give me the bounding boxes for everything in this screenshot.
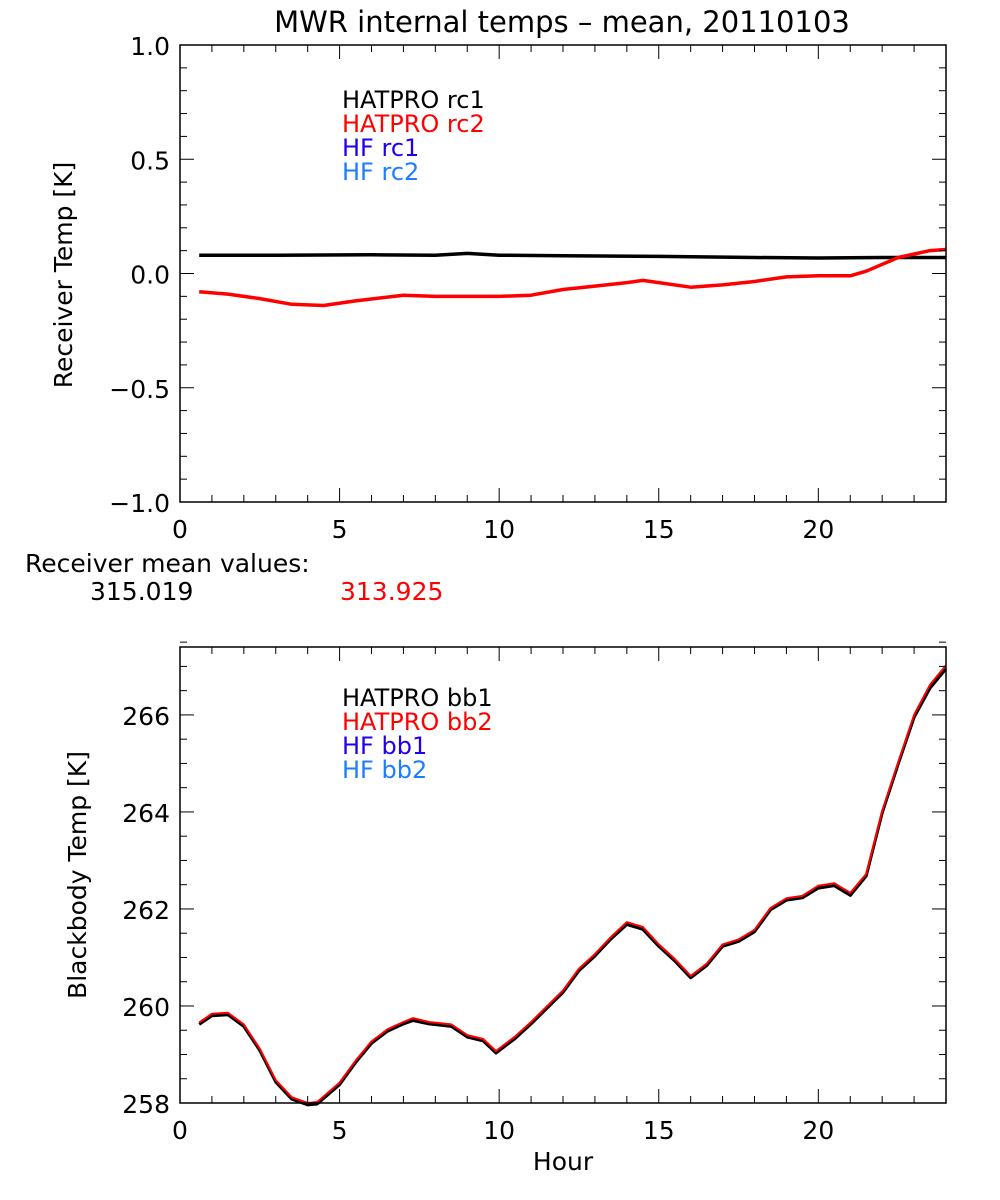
y-tick-label: 260 — [122, 993, 170, 1022]
series-line-hatpro-rc1 — [199, 251, 946, 260]
x-tick-label: 10 — [483, 1116, 515, 1145]
y-axis-label: Blackbody Temp [K] — [63, 751, 92, 999]
blackbody-temp-plot: Blackbody Temp [K] Hour HATPRO bb1 HATPR… — [63, 641, 948, 1176]
y-axis-label: Receiver Temp [K] — [49, 162, 78, 389]
legend-entry: HATPRO bb2 — [342, 708, 493, 736]
x-tick-label: 20 — [802, 1116, 834, 1145]
x-tick-label: 0 — [172, 515, 188, 544]
series-line-hatpro-bb1 — [198, 667, 948, 1107]
x-tick-label: 5 — [332, 515, 348, 544]
legend: HATPRO rc1 HATPRO rc2 HF rc1 HF rc2 — [342, 86, 485, 186]
y-tick-label: 0.0 — [130, 261, 170, 290]
legend-entry: HF rc2 — [342, 158, 419, 186]
legend-entry: HF rc1 — [342, 134, 419, 162]
y-tick-label: −1.0 — [109, 489, 170, 518]
x-tick-label: 10 — [483, 515, 515, 544]
chart-title: MWR internal temps – mean, 20110103 — [274, 5, 850, 39]
y-tick-label: 262 — [122, 896, 170, 925]
y-tick-label: 258 — [122, 1090, 170, 1119]
legend-entry: HATPRO bb1 — [342, 684, 493, 712]
x-tick-label: 15 — [643, 1116, 675, 1145]
mean-values-label: Receiver mean values: — [25, 549, 310, 578]
y-tick-label: 264 — [122, 799, 170, 828]
legend-entry: HF bb1 — [342, 732, 427, 760]
legend: HATPRO bb1 HATPRO bb2 HF bb1 HF bb2 — [342, 684, 493, 784]
legend-entry: HATPRO rc1 — [342, 86, 485, 114]
y-tick-label: −0.5 — [109, 375, 170, 404]
mean-value-rc2: 313.925 — [340, 577, 443, 606]
y-tick-label: 0.5 — [130, 146, 170, 175]
x-tick-label: 5 — [332, 1116, 348, 1145]
y-tick-label: 1.0 — [130, 32, 170, 61]
legend-entry: HF bb2 — [342, 756, 427, 784]
x-tick-label: 15 — [643, 515, 675, 544]
mean-value-rc1: 315.019 — [90, 577, 193, 606]
receiver-temp-plot: Receiver Temp [K] HATPRO rc1 HATPRO rc2 … — [49, 32, 947, 544]
y-tick-label: 266 — [122, 702, 170, 731]
x-axis-label: Hour — [533, 1147, 594, 1176]
series-line-hatpro-rc2 — [199, 247, 947, 308]
x-tick-label: 0 — [172, 1116, 188, 1145]
legend-entry: HATPRO rc2 — [342, 110, 485, 138]
x-tick-label: 20 — [802, 515, 834, 544]
